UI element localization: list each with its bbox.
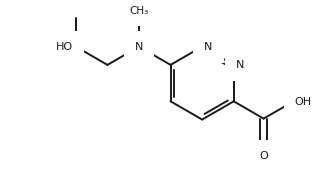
Text: CH₃: CH₃ [129,6,149,16]
Text: N: N [236,60,244,70]
Text: N: N [204,42,213,52]
Text: HO: HO [56,42,73,52]
Text: O: O [259,151,268,161]
Text: OH: OH [295,97,312,107]
Text: N: N [135,42,143,52]
